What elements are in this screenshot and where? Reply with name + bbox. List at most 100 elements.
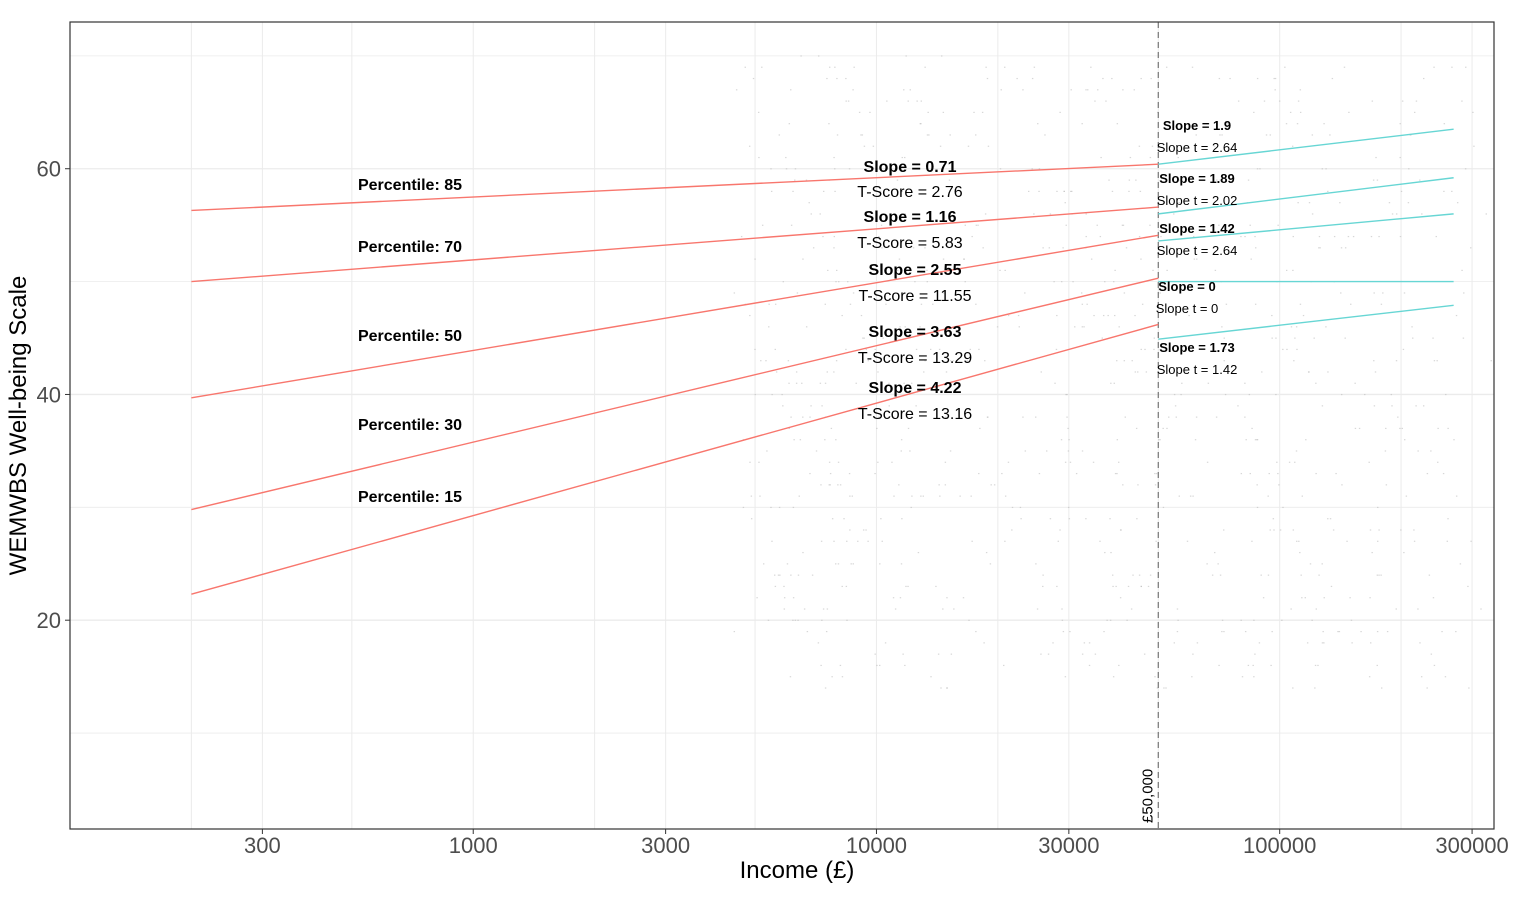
data-point (774, 348, 776, 351)
data-point (1108, 179, 1110, 181)
data-point (852, 563, 854, 565)
data-point (795, 382, 798, 384)
data-point (1415, 100, 1418, 102)
data-point (1325, 326, 1327, 328)
data-point (749, 461, 751, 463)
data-point (1293, 360, 1295, 362)
data-point (1344, 247, 1347, 249)
data-point (820, 540, 823, 542)
data-point (1153, 337, 1156, 339)
data-point (1195, 416, 1198, 418)
data-point (942, 247, 944, 249)
data-point (1024, 292, 1026, 294)
data-point (1464, 168, 1467, 170)
data-point (1022, 416, 1024, 418)
data-point (831, 676, 833, 678)
data-point (1295, 450, 1298, 452)
data-point (1297, 100, 1300, 102)
data-point (1296, 348, 1298, 351)
data-point (1349, 597, 1351, 599)
data-point (878, 235, 880, 238)
data-point (1106, 619, 1108, 621)
data-point (790, 224, 793, 226)
data-point (833, 540, 835, 542)
data-point (901, 518, 903, 520)
data-point (1380, 687, 1383, 689)
data-point (1417, 608, 1419, 610)
data-point (1455, 314, 1458, 317)
data-point (1145, 371, 1148, 373)
data-point (837, 563, 840, 565)
data-point (828, 123, 830, 125)
data-point (1251, 427, 1253, 430)
data-point (1215, 416, 1218, 418)
data-point (1261, 371, 1263, 373)
data-point (767, 619, 770, 621)
data-point (910, 506, 912, 509)
data-point (819, 213, 821, 215)
data-point (1254, 653, 1256, 655)
data-point (1215, 123, 1218, 125)
data-point (1268, 472, 1270, 475)
data-point (1191, 676, 1193, 678)
data-point (750, 495, 753, 497)
data-point (1223, 337, 1225, 339)
data-point (1436, 360, 1438, 362)
data-point (1403, 551, 1405, 554)
data-point (900, 450, 902, 452)
data-point (1315, 608, 1318, 610)
data-point (1165, 66, 1168, 68)
data-point (1274, 77, 1277, 80)
data-point (766, 450, 768, 452)
data-point (1412, 337, 1414, 339)
data-point (1194, 145, 1196, 147)
data-point (1090, 66, 1092, 68)
data-point (794, 619, 797, 621)
data-point (916, 100, 918, 102)
data-point (834, 66, 836, 68)
data-point (843, 518, 845, 520)
data-point (1455, 495, 1458, 497)
data-point (914, 281, 916, 283)
data-point (924, 247, 926, 249)
data-point (1322, 630, 1324, 633)
data-point (860, 314, 863, 317)
data-point (1064, 676, 1067, 678)
data-point (1024, 450, 1027, 452)
data-point (826, 608, 829, 610)
data-point (1060, 439, 1063, 441)
y-axis-title: WEMWBS Well-being Scale (5, 276, 32, 576)
data-point (919, 123, 921, 125)
regression-line-below-threshold (191, 323, 1159, 595)
data-point (1147, 585, 1150, 588)
data-point (1252, 664, 1254, 667)
data-point (824, 303, 826, 305)
data-point (1154, 676, 1156, 678)
data-point (1111, 190, 1114, 193)
data-point (777, 574, 780, 576)
data-point (1033, 213, 1035, 215)
data-point (1040, 653, 1042, 655)
data-point (1426, 472, 1429, 475)
data-point (1456, 202, 1459, 204)
data-point (1129, 156, 1132, 159)
data-point (831, 518, 834, 520)
data-point (1254, 235, 1256, 238)
data-point (841, 314, 843, 317)
slope-label-below: Slope = 3.63 (869, 324, 962, 341)
data-point (785, 156, 787, 159)
data-point (797, 574, 800, 576)
data-point (940, 55, 943, 57)
data-point (1350, 619, 1353, 621)
data-point (886, 100, 888, 102)
data-point (1343, 66, 1346, 68)
data-point (1033, 66, 1036, 68)
data-point (1249, 224, 1251, 226)
data-point (920, 303, 923, 305)
data-point (742, 506, 745, 509)
data-point (1386, 630, 1389, 633)
data-point (985, 551, 988, 554)
data-point (899, 326, 901, 328)
data-point (1426, 687, 1428, 689)
